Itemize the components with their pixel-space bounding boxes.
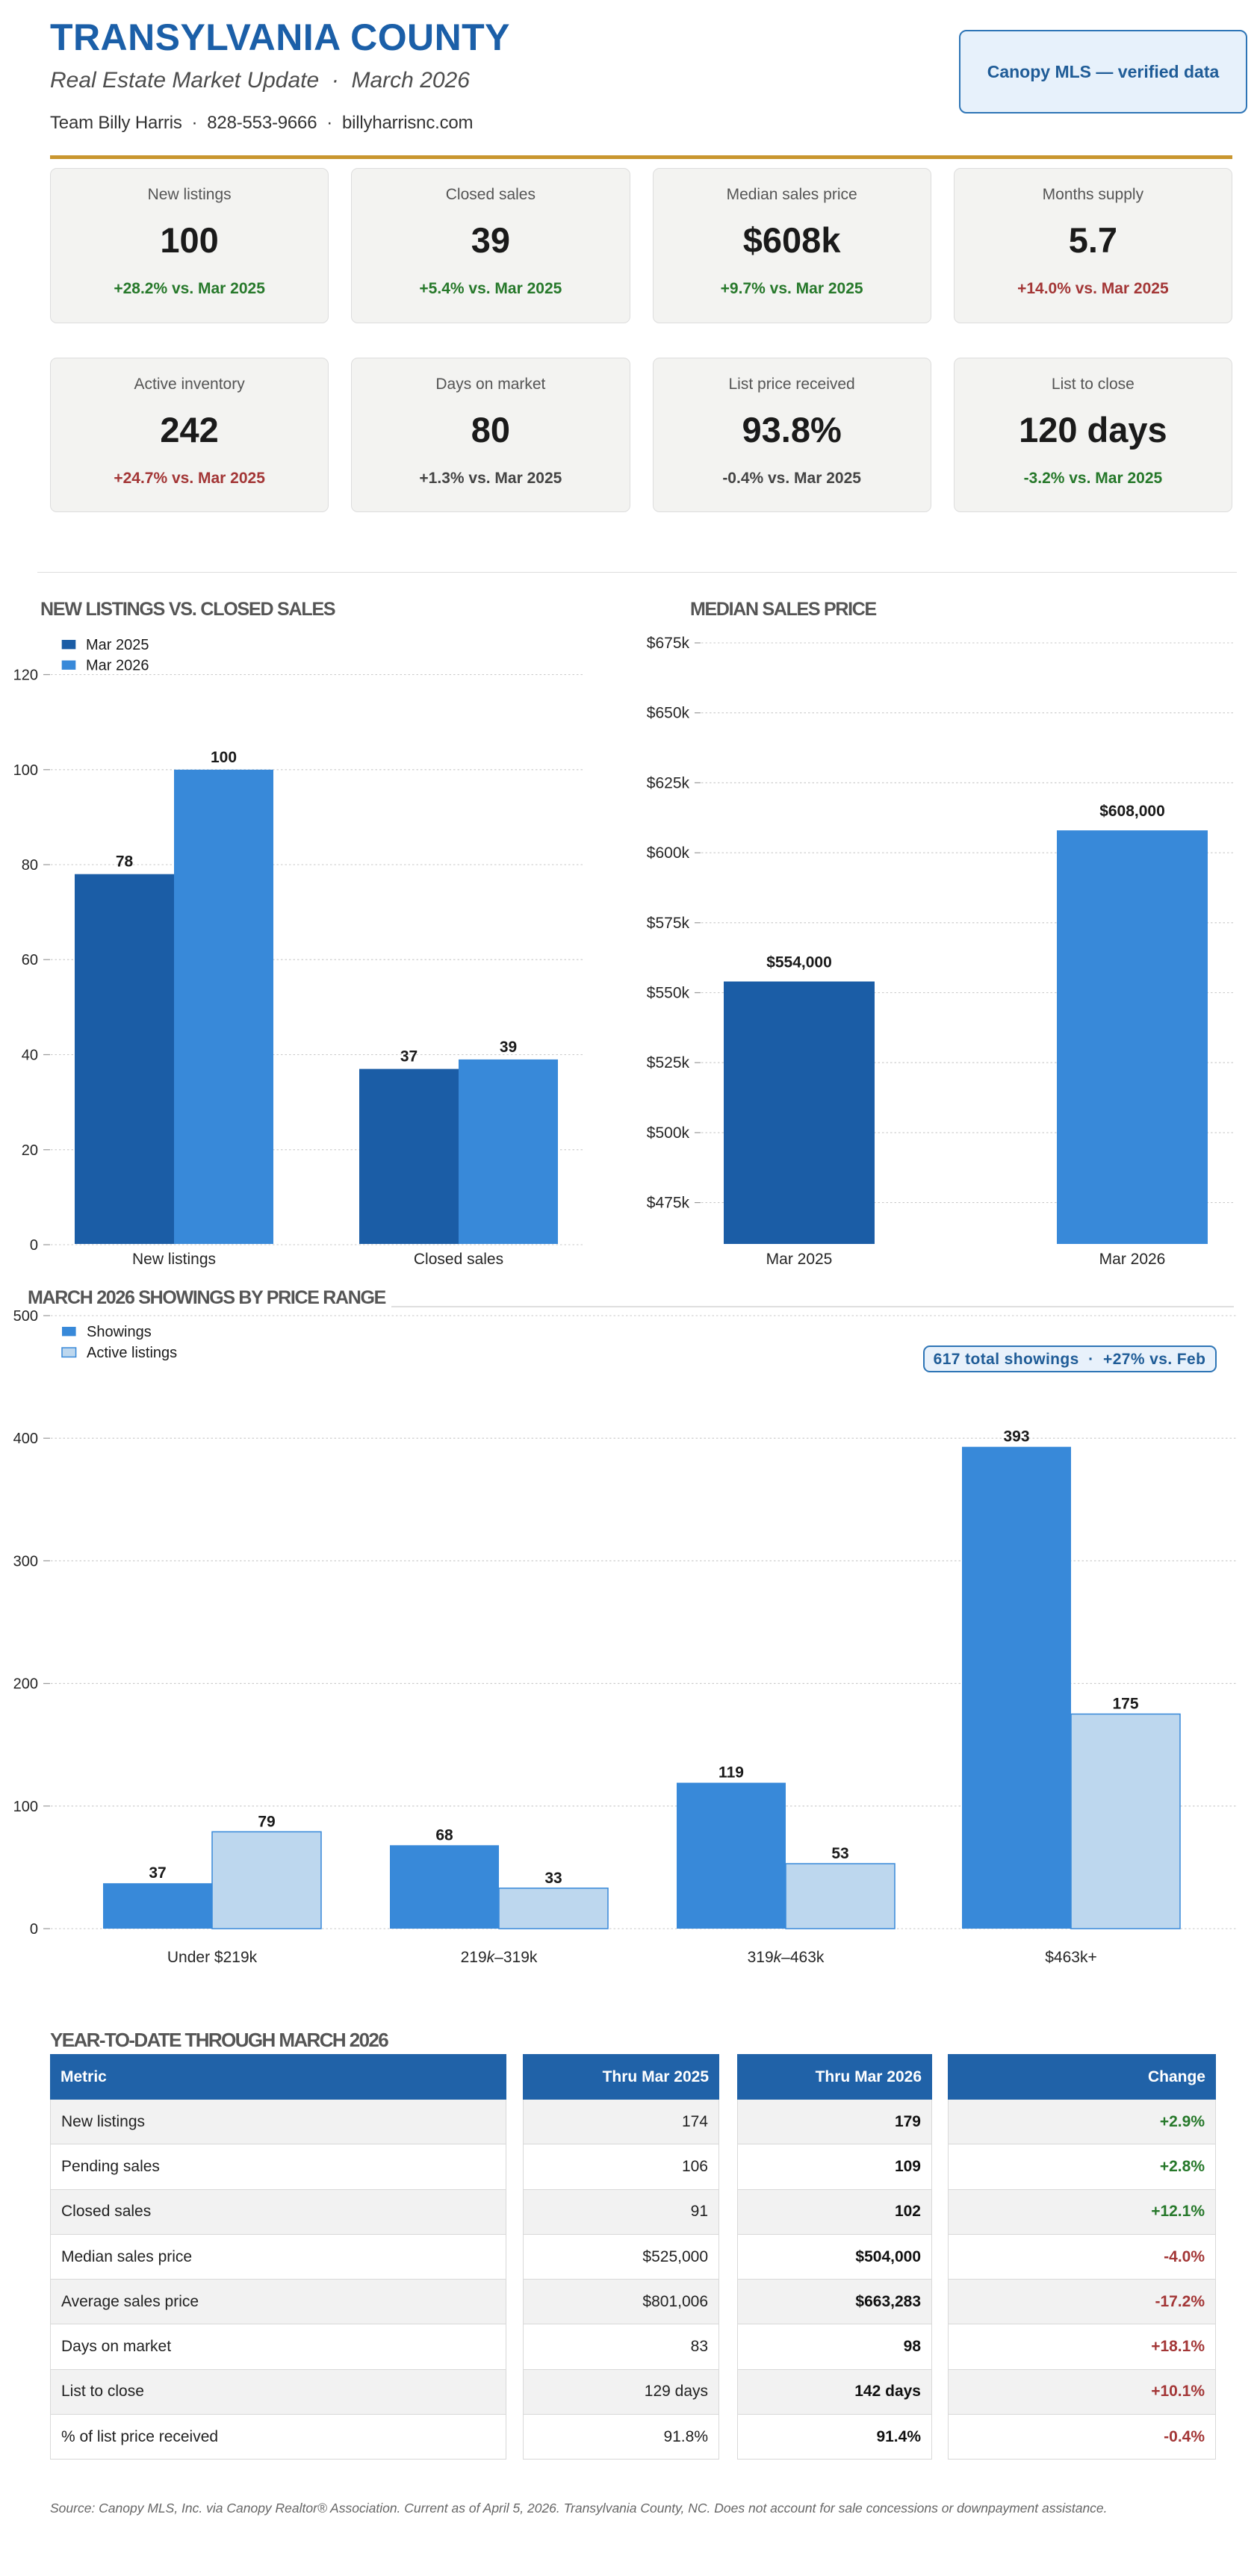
svg-text:393: 393 bbox=[1003, 1428, 1029, 1446]
svg-text:60: 60 bbox=[22, 952, 38, 968]
svg-text:78: 78 bbox=[116, 853, 134, 871]
svg-text:0: 0 bbox=[30, 1237, 38, 1254]
svg-text:$675k: $675k bbox=[647, 635, 690, 652]
svg-text:MEDIAN SALES PRICE: MEDIAN SALES PRICE bbox=[690, 599, 876, 620]
svg-text:Mar 2025: Mar 2025 bbox=[766, 1251, 833, 1268]
svg-text:Under $219k: Under $219k bbox=[167, 1949, 258, 1966]
svg-text:$500k: $500k bbox=[647, 1124, 690, 1142]
svg-text:$550k: $550k bbox=[647, 985, 690, 1002]
svg-text:$554,000: $554,000 bbox=[766, 954, 832, 971]
svg-text:$600k: $600k bbox=[647, 844, 690, 862]
svg-text:100: 100 bbox=[13, 762, 38, 779]
svg-text:New listings: New listings bbox=[132, 1251, 216, 1268]
svg-text:175: 175 bbox=[1112, 1696, 1138, 1713]
svg-text:68: 68 bbox=[435, 1826, 453, 1844]
svg-text:Closed sales: Closed sales bbox=[414, 1251, 503, 1268]
svg-text:53: 53 bbox=[831, 1845, 848, 1862]
svg-text:$575k: $575k bbox=[647, 915, 690, 932]
svg-text:40: 40 bbox=[22, 1048, 38, 1064]
svg-text:Mar 2026: Mar 2026 bbox=[1099, 1251, 1166, 1268]
svg-text:20: 20 bbox=[22, 1142, 38, 1159]
svg-text:Active listings: Active listings bbox=[87, 1345, 177, 1361]
svg-text:500: 500 bbox=[13, 1308, 38, 1325]
svg-text:Mar 2025: Mar 2025 bbox=[86, 637, 149, 653]
svg-text:$650k: $650k bbox=[647, 705, 690, 722]
svg-text:219k–319k: 219k–319k bbox=[461, 1949, 538, 1966]
svg-text:80: 80 bbox=[22, 857, 38, 874]
svg-text:100: 100 bbox=[13, 1799, 38, 1815]
svg-text:$475k: $475k bbox=[647, 1195, 690, 1212]
svg-text:39: 39 bbox=[500, 1039, 517, 1056]
svg-text:400: 400 bbox=[13, 1431, 38, 1447]
svg-text:120: 120 bbox=[13, 668, 38, 684]
svg-text:37: 37 bbox=[149, 1864, 166, 1882]
svg-text:MARCH 2026 SHOWINGS BY PRICE R: MARCH 2026 SHOWINGS BY PRICE RANGE bbox=[28, 1287, 386, 1308]
svg-text:200: 200 bbox=[13, 1676, 38, 1693]
svg-text:319k–463k: 319k–463k bbox=[748, 1949, 825, 1966]
svg-text:$608,000: $608,000 bbox=[1099, 803, 1165, 820]
svg-text:NEW LISTINGS VS. CLOSED SALES: NEW LISTINGS VS. CLOSED SALES bbox=[40, 599, 335, 620]
svg-text:79: 79 bbox=[258, 1813, 275, 1830]
svg-text:0: 0 bbox=[30, 1921, 38, 1938]
svg-text:300: 300 bbox=[13, 1553, 38, 1569]
svg-text:37: 37 bbox=[400, 1048, 418, 1065]
svg-text:100: 100 bbox=[211, 749, 237, 766]
svg-text:119: 119 bbox=[718, 1764, 744, 1782]
svg-text:$625k: $625k bbox=[647, 774, 690, 791]
svg-text:$463k+: $463k+ bbox=[1045, 1949, 1096, 1966]
svg-text:Showings: Showings bbox=[87, 1324, 152, 1340]
svg-text:617 total showings · +27% vs: 617 total showings · +27% vs. Feb bbox=[934, 1351, 1206, 1368]
svg-text:33: 33 bbox=[544, 1870, 562, 1887]
svg-text:$525k: $525k bbox=[647, 1054, 690, 1071]
svg-text:Mar 2026: Mar 2026 bbox=[86, 658, 149, 674]
